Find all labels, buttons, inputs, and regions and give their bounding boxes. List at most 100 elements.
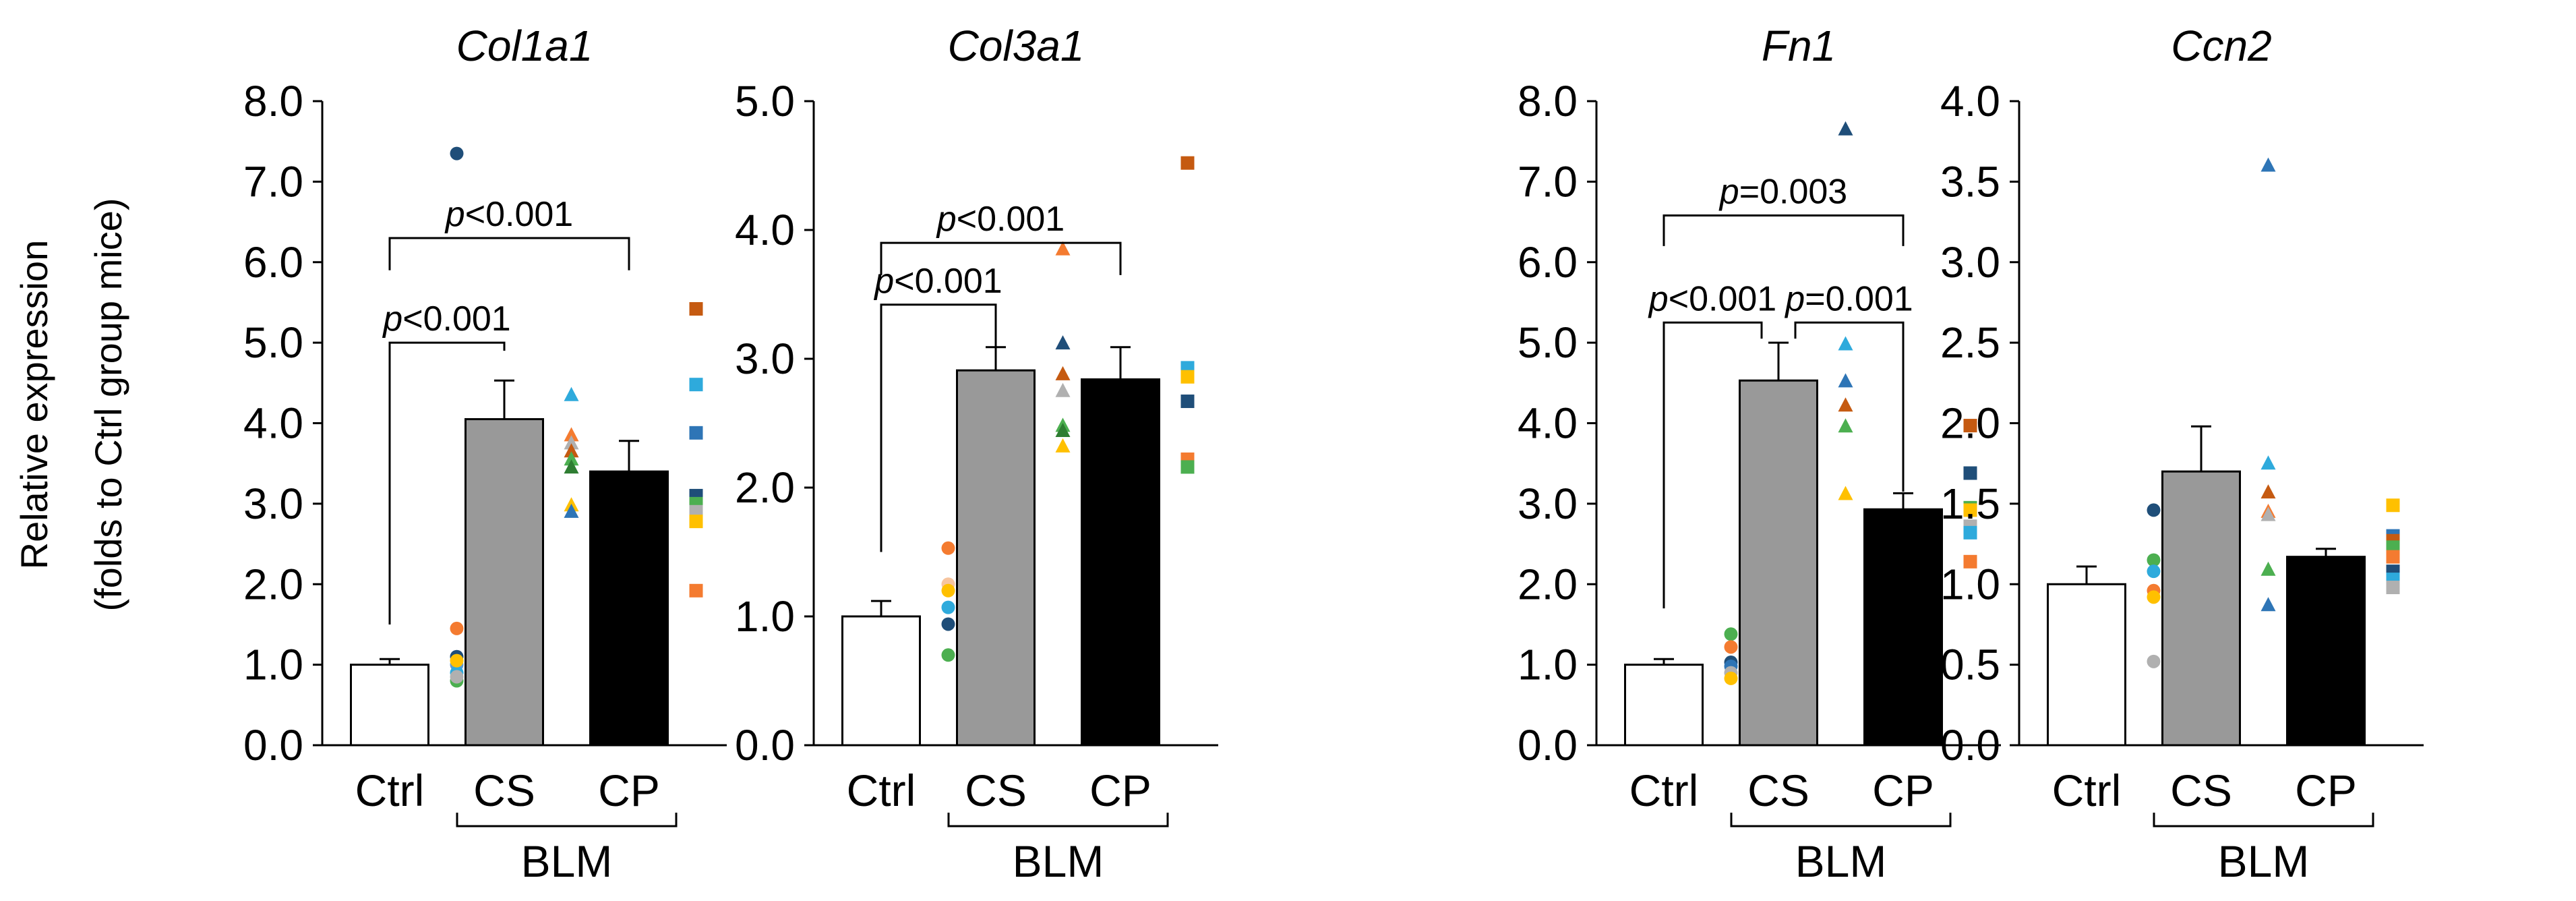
p-value: <0.001 xyxy=(957,200,1065,239)
chart-title: Col3a1 xyxy=(948,22,1085,70)
significance-bracket xyxy=(388,341,506,624)
bar-cp xyxy=(1081,378,1160,747)
x-tick-label-ctrl: Ctrl xyxy=(847,765,916,815)
y-tick-label: 0.0 xyxy=(243,721,303,769)
y-tick-label: 0.0 xyxy=(735,721,795,769)
significance-bracket xyxy=(388,237,630,270)
data-point xyxy=(564,427,579,442)
group-label: BLM xyxy=(1795,836,1887,886)
y-tick-label: 8.0 xyxy=(243,77,303,125)
y-tick-label: 5.0 xyxy=(735,77,795,125)
x-tick-label-cp: CP xyxy=(598,765,660,815)
y-tick-label: 8.0 xyxy=(1518,77,1578,125)
y-tick-label: 1.0 xyxy=(735,592,795,641)
data-point xyxy=(1963,525,1977,540)
chart-panel-ccn2: Ccn2 0.0 0.5 1.0 1.5 2.0 2.5 3.0 3.5 4.0 Ctrl CS CP B… xyxy=(1940,22,2424,886)
y-tick-label: 5.0 xyxy=(243,318,303,367)
data-point xyxy=(1838,418,1853,433)
data-point xyxy=(2147,564,2161,579)
data-point xyxy=(1055,382,1071,397)
p-symbol: p xyxy=(382,299,402,339)
p-value: <0.001 xyxy=(465,195,574,234)
data-point xyxy=(2147,590,2161,604)
p-symbol: p xyxy=(444,195,465,234)
y-tick-label: 4.0 xyxy=(735,206,795,254)
y-tick-label: 1.0 xyxy=(243,641,303,689)
y-tick-label: 1.5 xyxy=(1940,479,2000,528)
p-symbol: p xyxy=(1718,173,1739,212)
data-point xyxy=(1055,241,1071,256)
y-tick-label: 3.0 xyxy=(1518,479,1578,528)
data-point xyxy=(450,653,464,668)
group-bracket xyxy=(456,813,678,827)
x-tick-label-ctrl: Ctrl xyxy=(1629,765,1699,815)
p-symbol: p xyxy=(936,200,957,239)
data-point xyxy=(689,378,703,392)
y-tick-label: 2.0 xyxy=(243,560,303,608)
group-label: BLM xyxy=(1013,836,1104,886)
group-label: BLM xyxy=(2218,836,2310,886)
significance-label: p<0.001 xyxy=(936,200,1065,239)
data-point xyxy=(689,426,703,440)
chart-panel-col1a1: Col1a1 0.0 1.0 2.0 3.0 4.0 5.0 6.0 7.0 8.0 Ctrl CS C… xyxy=(243,22,727,886)
data-point xyxy=(1838,373,1853,388)
data-point xyxy=(1724,627,1738,641)
y-tick-label: 0.0 xyxy=(1518,721,1578,769)
y-tick-label: 6.0 xyxy=(1518,238,1578,287)
significance-bracket xyxy=(1794,321,1905,492)
data-point xyxy=(2260,484,2276,499)
bar-cs xyxy=(2161,470,2241,747)
data-point xyxy=(1838,121,1853,136)
data-point xyxy=(564,386,579,401)
data-point xyxy=(1963,503,1977,517)
bar-cs xyxy=(465,418,544,747)
data-point xyxy=(941,617,955,631)
data-point xyxy=(2386,581,2400,595)
data-point xyxy=(450,146,464,161)
significance-label: p<0.001 xyxy=(873,262,1002,301)
data-point xyxy=(450,670,464,684)
data-point xyxy=(1838,336,1853,351)
y-tick-label: 3.0 xyxy=(243,479,303,528)
data-point xyxy=(1180,370,1195,384)
group-bracket xyxy=(2153,813,2374,827)
significance-bracket xyxy=(880,241,1122,275)
y-tick-label: 2.5 xyxy=(1940,318,2000,367)
chart-panel-fn1: Fn1 0.0 1.0 2.0 3.0 4.0 5.0 6.0 7.0 8.0 Ctrl CS CP BL… xyxy=(1518,22,2001,886)
y-axis-label-line2: (folds to Ctrl group mice) xyxy=(87,198,129,611)
y-tick-label: 2.0 xyxy=(1518,560,1578,608)
p-value: <0.001 xyxy=(894,262,1002,301)
y-axis-label: Relative expression (folds to Ctrl group… xyxy=(13,198,129,611)
y-tick-label: 2.0 xyxy=(735,463,795,512)
significance-bracket xyxy=(1663,321,1763,609)
data-point xyxy=(564,451,579,466)
data-point xyxy=(2386,550,2400,564)
group-bracket xyxy=(947,813,1169,827)
y-tick-label: 6.0 xyxy=(243,238,303,287)
data-point xyxy=(1963,419,1977,433)
x-tick-label-cp: CP xyxy=(1872,765,1934,815)
significance-label: p<0.001 xyxy=(1648,279,1776,318)
y-tick-label: 7.0 xyxy=(1518,157,1578,206)
significance-bracket xyxy=(880,303,997,552)
y-tick-label: 3.0 xyxy=(1940,238,2000,287)
bar-cs xyxy=(1739,379,1818,747)
p-symbol: p xyxy=(873,262,894,301)
p-symbol: p xyxy=(1784,279,1805,318)
data-point xyxy=(941,541,955,555)
x-tick-label-ctrl: Ctrl xyxy=(355,765,425,815)
data-point xyxy=(564,435,579,450)
y-tick-label: 4.0 xyxy=(1518,399,1578,448)
data-point xyxy=(564,503,579,518)
data-point xyxy=(450,621,464,635)
data-point xyxy=(1055,366,1071,380)
data-point xyxy=(1055,422,1071,437)
bar-ctrl xyxy=(1624,664,1704,747)
data-point xyxy=(1838,397,1853,412)
bar-cp xyxy=(589,470,669,747)
data-point xyxy=(2260,157,2276,172)
data-point xyxy=(2147,503,2161,517)
